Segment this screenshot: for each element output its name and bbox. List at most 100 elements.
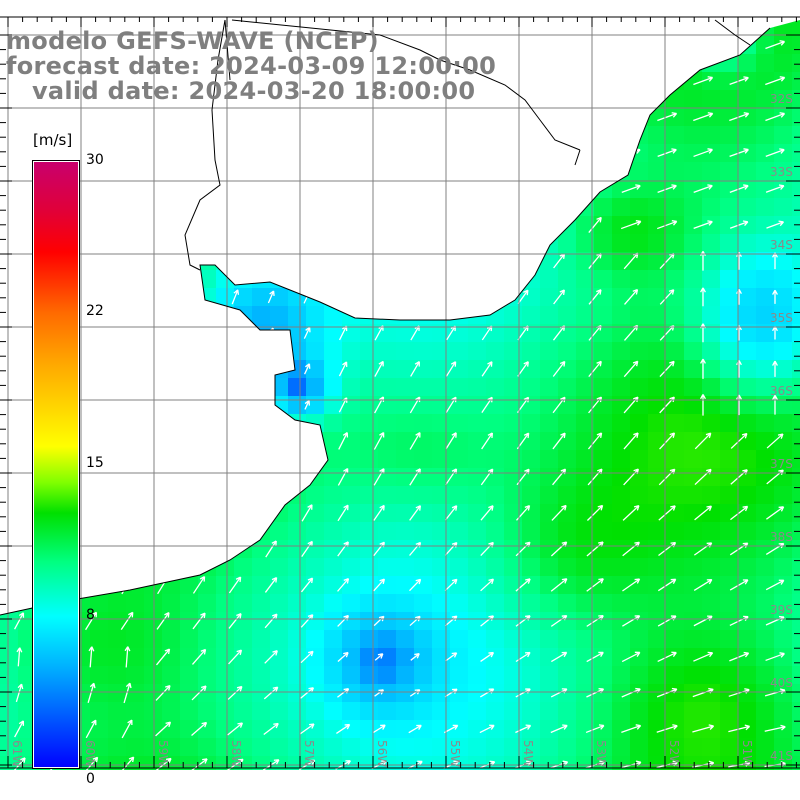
model-title: modelo GEFS-WAVE (NCEP) bbox=[6, 27, 379, 55]
wind-cell bbox=[162, 450, 180, 468]
wind-arrow bbox=[195, 215, 204, 235]
wind-cell bbox=[576, 270, 594, 288]
wind-arrow bbox=[195, 143, 204, 163]
wind-cell bbox=[594, 234, 612, 252]
wind-cell bbox=[792, 558, 800, 576]
wind-cell bbox=[684, 270, 702, 288]
wind-cell bbox=[0, 720, 18, 738]
wind-cell bbox=[396, 558, 414, 576]
wind-cell bbox=[594, 108, 612, 126]
wind-cell bbox=[126, 558, 144, 576]
lon-label: 53W bbox=[594, 740, 608, 768]
wind-cell bbox=[180, 702, 198, 720]
wind-cell bbox=[306, 144, 324, 162]
wind-cell bbox=[486, 540, 504, 558]
wind-arrow bbox=[266, 180, 276, 198]
wind-arrow bbox=[656, 76, 678, 86]
wind-cell bbox=[126, 306, 144, 324]
wind-cell bbox=[756, 522, 774, 540]
wind-cell bbox=[306, 648, 324, 666]
wind-cell bbox=[450, 576, 468, 594]
wind-cell bbox=[648, 414, 666, 432]
wind-cell bbox=[180, 198, 198, 216]
wind-cell bbox=[666, 684, 684, 702]
wind-cell bbox=[630, 450, 648, 468]
wind-cell bbox=[198, 738, 216, 756]
wind-cell bbox=[612, 612, 630, 630]
wind-arrow bbox=[123, 466, 132, 488]
wind-cell bbox=[576, 90, 594, 108]
wind-cell bbox=[432, 378, 450, 396]
wind-cell bbox=[288, 144, 306, 162]
wind-cell bbox=[288, 306, 306, 324]
wind-cell bbox=[468, 360, 486, 378]
lon-label: 55W bbox=[448, 740, 462, 768]
wind-cell bbox=[666, 306, 684, 324]
wind-cell bbox=[576, 252, 594, 270]
wind-cell bbox=[144, 180, 162, 198]
wind-cell bbox=[288, 126, 306, 144]
wind-cell bbox=[774, 108, 792, 126]
wind-arrow bbox=[622, 578, 641, 592]
wind-cell bbox=[414, 540, 432, 558]
wind-cell bbox=[702, 504, 720, 522]
wind-cell bbox=[360, 306, 378, 324]
wind-cell bbox=[108, 126, 126, 144]
wind-cell bbox=[234, 468, 252, 486]
wind-cell bbox=[720, 432, 738, 450]
wind-cell bbox=[558, 720, 576, 738]
wind-cell bbox=[792, 270, 800, 288]
wind-cell bbox=[432, 414, 450, 432]
wind-cell bbox=[432, 540, 450, 558]
wind-cell bbox=[540, 90, 558, 108]
wind-cell bbox=[432, 234, 450, 252]
wind-cell bbox=[468, 630, 486, 648]
wind-cell bbox=[612, 486, 630, 504]
wind-cell bbox=[162, 234, 180, 252]
wind-cell bbox=[756, 90, 774, 108]
wind-cell bbox=[468, 252, 486, 270]
wind-arrow bbox=[194, 394, 204, 416]
wind-arrow bbox=[656, 724, 678, 733]
wind-cell bbox=[216, 756, 234, 770]
wind-arrow bbox=[266, 467, 277, 487]
wind-cell bbox=[396, 378, 414, 396]
wind-cell bbox=[432, 684, 450, 702]
wind-arrow bbox=[302, 432, 312, 450]
wind-cell bbox=[450, 702, 468, 720]
wind-cell bbox=[432, 558, 450, 576]
wind-cell bbox=[702, 36, 720, 54]
wind-cell bbox=[396, 576, 414, 594]
wind-cell bbox=[126, 126, 144, 144]
wind-cell bbox=[144, 720, 162, 738]
wind-cell bbox=[342, 612, 360, 630]
wind-cell bbox=[558, 630, 576, 648]
wind-arrow bbox=[481, 361, 493, 377]
wind-cell bbox=[234, 360, 252, 378]
wind-cell bbox=[126, 360, 144, 378]
wind-arrow bbox=[16, 216, 23, 234]
wind-cell bbox=[306, 252, 324, 270]
wind-cell bbox=[324, 756, 342, 770]
wind-cell bbox=[612, 540, 630, 558]
wind-cell bbox=[288, 540, 306, 558]
wind-cell bbox=[468, 432, 486, 450]
wind-arrow bbox=[264, 613, 278, 629]
wind-arrow bbox=[122, 502, 133, 524]
wind-arrow bbox=[585, 724, 605, 734]
wind-cell bbox=[198, 630, 216, 648]
wind-cell bbox=[666, 144, 684, 162]
wind-cell bbox=[504, 450, 522, 468]
wind-cell bbox=[576, 216, 594, 234]
wind-cell bbox=[216, 252, 234, 270]
wind-cell bbox=[774, 36, 792, 54]
wind-cell bbox=[396, 612, 414, 630]
wind-cell bbox=[180, 288, 198, 306]
wind-cell bbox=[522, 90, 540, 108]
wind-cell bbox=[108, 342, 126, 360]
wind-cell bbox=[684, 216, 702, 234]
wind-arrow bbox=[267, 362, 275, 376]
wind-arrow bbox=[16, 179, 23, 198]
wind-cell bbox=[306, 180, 324, 198]
wind-cell bbox=[234, 684, 252, 702]
